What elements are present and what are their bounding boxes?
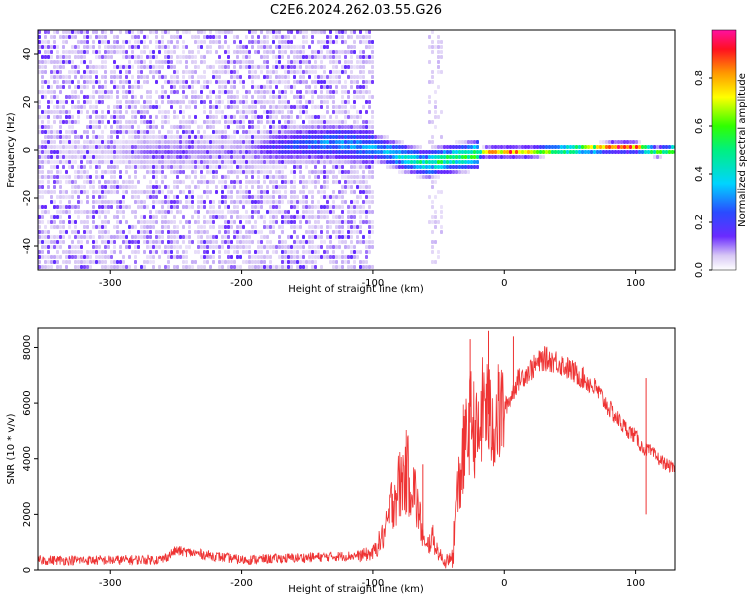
y-tick-label: 6000	[22, 390, 33, 415]
spectrogram-x-ticks: -300 -200 -100 0 100	[99, 270, 645, 289]
snr-frame	[37, 327, 676, 571]
colorbar: 0.0 0.2 0.4 0.6 0.8 Normalized spectral ampl…	[694, 29, 748, 278]
snr-plot-area	[38, 328, 675, 570]
spectrogram-x-label: Height of straight line (km)	[288, 284, 424, 295]
snr-y-label: SNR (10 * v/v)	[6, 413, 17, 484]
y-tick-label: 0	[22, 147, 33, 153]
colorbar-tick-label: 0.2	[694, 214, 705, 230]
y-tick-label: -20	[22, 190, 33, 206]
colorbar-label: Normalized spectral amplitude	[737, 73, 748, 227]
x-tick-label: 100	[626, 278, 645, 289]
x-tick-label: 0	[501, 578, 507, 589]
x-tick-label: -300	[99, 278, 122, 289]
snr-y-ticks: 0 2000 4000 6000 8000	[22, 335, 38, 573]
spectrogram-y-label: Frequency (Hz)	[6, 112, 17, 188]
y-tick-label: 4000	[22, 446, 33, 471]
x-tick-label: -100	[362, 278, 385, 289]
snr-series	[38, 330, 675, 569]
y-tick-label: 2000	[22, 502, 33, 527]
y-tick-label: 20	[22, 96, 33, 109]
snr-line	[38, 346, 675, 569]
y-tick-label: -40	[22, 238, 33, 254]
x-tick-label: 100	[626, 578, 645, 589]
x-tick-label: 0	[501, 278, 507, 289]
colorbar-ticks: 0.0 0.2 0.4 0.6 0.8	[694, 70, 712, 278]
colorbar-tick-label: 0.8	[694, 70, 705, 86]
snr-x-ticks: -300 -200 -100 0 100	[99, 570, 645, 589]
x-tick-label: -200	[230, 578, 253, 589]
y-tick-label: 40	[22, 48, 33, 61]
y-tick-label: 8000	[22, 335, 33, 360]
y-tick-label: 0	[22, 567, 33, 573]
x-tick-label: -200	[230, 278, 253, 289]
spectrogram-y-ticks: -40 -20 0 20 40	[22, 48, 38, 254]
colorbar-tick-label: 0.4	[694, 166, 705, 182]
colorbar-tick-label: 0.6	[694, 118, 705, 134]
colorbar-tick-label: 0.0	[694, 262, 705, 278]
x-tick-label: -300	[99, 578, 122, 589]
snr-x-label: Height of straight line (km)	[288, 584, 424, 595]
chart-title: C2E6.2024.262.03.55.G26	[270, 3, 442, 18]
x-tick-label: -100	[362, 578, 385, 589]
colorbar-gradient	[711, 29, 737, 271]
spectrogram-heatmap	[38, 30, 675, 269]
